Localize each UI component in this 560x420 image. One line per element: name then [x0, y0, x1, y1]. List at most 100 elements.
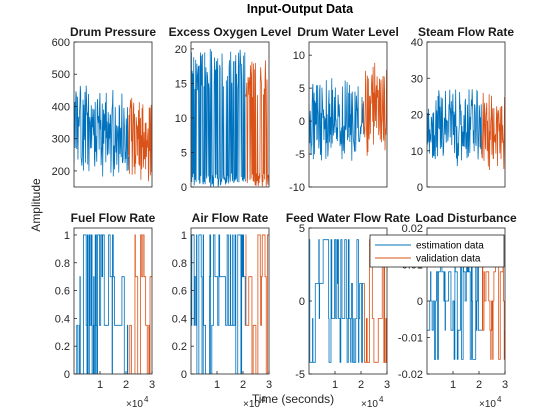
y-tick-label: 0	[64, 369, 70, 381]
estimation-series-line	[309, 78, 364, 161]
y-tick-label: 5	[299, 83, 305, 95]
y-tick-label: 10	[175, 113, 187, 125]
x-tick-label: 2	[476, 379, 482, 391]
y-tick-label: 1	[181, 230, 187, 242]
estimation-series-line	[309, 239, 364, 363]
x-exponent-power: 4	[379, 395, 384, 404]
y-tick-label: 30	[411, 73, 423, 85]
y-tick-label: 0.02	[402, 223, 423, 235]
chart-title: Input-Output Data	[247, 2, 354, 16]
subplot-8-lines	[427, 242, 505, 360]
y-tick-label: 0	[417, 182, 423, 194]
subplot-4-lines	[427, 89, 505, 171]
y-tick-label: 0	[181, 369, 187, 381]
estimation-series-line	[191, 234, 246, 374]
subplot-title: Feed Water Flow Rate	[286, 211, 411, 225]
validation-series-line	[245, 60, 269, 187]
x-exponent-power: 4	[261, 395, 266, 404]
y-tick-label: 0	[299, 116, 305, 128]
x-tick-label: 3	[149, 379, 155, 391]
subplot-axes-box	[190, 41, 270, 188]
x-exponent-label: ×10	[479, 399, 496, 410]
y-tick-label: -10	[289, 182, 305, 194]
x-axis-label: Time (seconds)	[252, 392, 334, 406]
subplot-axes-box	[308, 41, 388, 188]
x-tick-label: 3	[384, 379, 390, 391]
y-tick-label: 600	[52, 37, 70, 49]
subplot-7-lines	[309, 239, 387, 363]
x-tick-label: 2	[123, 379, 129, 391]
y-tick-label: 0.6	[172, 286, 187, 298]
x-exponent-label: ×10	[361, 399, 378, 410]
y-tick-label: 200	[52, 166, 70, 178]
y-tick-label: 1	[64, 230, 70, 242]
estimation-series-line	[74, 85, 129, 177]
subplot-title: Load Disturbance	[415, 211, 517, 225]
subplot-5-lines	[74, 234, 152, 374]
subplot-3-lines	[309, 62, 387, 161]
legend-entry: validation data	[416, 254, 481, 265]
subplot-6-lines	[191, 234, 269, 374]
y-tick-label: 300	[52, 134, 70, 146]
validation-series-line	[363, 62, 387, 156]
x-exponent-power: 4	[144, 395, 149, 404]
x-tick-label: 2	[358, 379, 364, 391]
y-tick-label: 0.8	[55, 258, 70, 270]
x-exponent-power: 4	[497, 395, 502, 404]
legend-entry: estimation data	[416, 241, 484, 252]
x-tick-label: 1	[450, 379, 456, 391]
validation-series-line	[245, 234, 269, 374]
y-tick-label: 0.4	[172, 313, 187, 325]
y-tick-label: 0.8	[172, 258, 187, 270]
y-tick-label: 0.2	[55, 341, 70, 353]
subplot-title: Steam Flow Rate	[418, 25, 514, 39]
y-tick-label: 5	[299, 223, 305, 235]
subplot-3: -10 -5 0 5 10 Drum Water Level	[289, 25, 399, 194]
subplot-axes-box	[73, 41, 153, 188]
subplot-5: 0 0.2 0.4 0.6 0.8 1 1 2 3 ×10 4 Fuel Flow Rate	[55, 211, 156, 410]
y-tick-label: 5	[181, 147, 187, 159]
legend: estimation data validation data	[369, 234, 505, 268]
subplot-axes-box	[73, 227, 153, 375]
estimation-series-line	[427, 89, 482, 166]
y-tick-label: -5	[295, 149, 305, 161]
x-exponent-label: ×10	[243, 399, 260, 410]
validation-series-line	[363, 239, 387, 363]
x-tick-label: 3	[266, 379, 272, 391]
subplot-title: Drum Water Level	[297, 25, 399, 39]
y-tick-label: 15	[175, 78, 187, 90]
y-tick-label: 400	[52, 101, 70, 113]
y-tick-label: 10	[411, 146, 423, 158]
subplot-title: Air Flow Rate	[192, 211, 269, 225]
y-tick-label: 20	[411, 110, 423, 122]
legend-box	[369, 234, 505, 268]
validation-series-line	[481, 92, 505, 171]
y-tick-label: -0.02	[398, 369, 423, 381]
subplot-axes-box	[190, 227, 270, 375]
subplot-6: 0 0.2 0.4 0.6 0.8 1 1 2 3 ×10 4 Air Flow Rate	[172, 211, 272, 410]
y-tick-label: 40	[411, 37, 423, 49]
y-axis-label: Amplitude	[29, 178, 43, 232]
validation-series-line	[481, 242, 505, 360]
x-tick-label: 2	[240, 379, 246, 391]
y-tick-label: 0	[181, 182, 187, 194]
x-tick-label: 1	[332, 379, 338, 391]
subplot-2-lines	[191, 48, 269, 187]
y-tick-label: 0	[299, 296, 305, 308]
subplot-title: Excess Oxygen Level	[169, 25, 292, 39]
x-exponent-label: ×10	[126, 399, 143, 410]
estimation-series-line	[191, 48, 246, 187]
estimation-series-line	[427, 242, 482, 360]
x-tick-label: 3	[502, 379, 508, 391]
subplot-title: Fuel Flow Rate	[71, 211, 156, 225]
estimation-series-line	[74, 234, 129, 374]
y-tick-label: 20	[175, 44, 187, 56]
y-tick-label: 10	[293, 50, 305, 62]
validation-series-line	[128, 97, 152, 182]
validation-series-line	[128, 234, 152, 374]
y-tick-label: -0.01	[398, 333, 423, 345]
